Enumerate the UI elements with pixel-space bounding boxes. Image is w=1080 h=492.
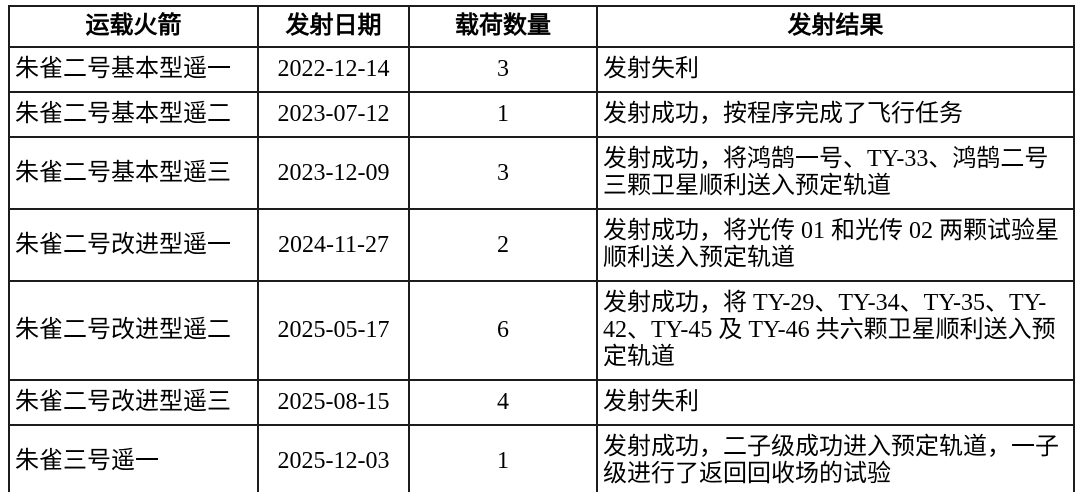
column-header-rocket: 运载火箭 — [8, 5, 259, 48]
table-header-row: 运载火箭 发射日期 载荷数量 发射结果 — [8, 5, 1075, 48]
column-header-result: 发射结果 — [596, 5, 1075, 48]
cell-rocket: 朱雀二号改进型遥三 — [8, 379, 259, 426]
cell-launch-date: 2025-12-03 — [257, 424, 410, 492]
cell-launch-date: 2025-05-17 — [257, 280, 410, 381]
table-row: 朱雀二号基本型遥二 2023-07-12 1 发射成功，按程序完成了飞行任务 — [8, 91, 1075, 138]
cell-payload-count: 2 — [408, 208, 598, 282]
table-body: 朱雀二号基本型遥一 2022-12-14 3 发射失利 朱雀二号基本型遥二 2023-07… — [8, 46, 1075, 492]
cell-launch-date: 2024-11-27 — [257, 208, 410, 282]
launch-record-table: 运载火箭 发射日期 载荷数量 发射结果 朱雀二号基本型遥一 2022-12-14 3… — [8, 5, 1075, 492]
cell-payload-count: 4 — [408, 379, 598, 426]
column-header-date: 发射日期 — [257, 5, 410, 48]
cell-rocket: 朱雀二号基本型遥一 — [8, 46, 259, 93]
table-row: 朱雀二号基本型遥三 2023-12-09 3 发射成功，将鸿鹄一号、TY-33、鸿鹄二… — [8, 136, 1075, 210]
table-row: 朱雀二号改进型遥一 2024-11-27 2 发射成功，将光传 01 和光传 02 两… — [8, 208, 1075, 282]
table-row: 朱雀二号改进型遥二 2025-05-17 6 发射成功，将 TY-29、TY-34、T… — [8, 280, 1075, 381]
cell-payload-count: 1 — [408, 424, 598, 492]
cell-payload-count: 6 — [408, 280, 598, 381]
cell-launch-result: 发射成功，二子级成功进入预定轨道，一子级进行了返回回收场的试验 — [596, 424, 1075, 492]
table-row: 朱雀三号遥一 2025-12-03 1 发射成功，二子级成功进入预定轨道，一子级进行了… — [8, 424, 1075, 492]
cell-rocket: 朱雀二号基本型遥三 — [8, 136, 259, 210]
cell-launch-result: 发射成功，将光传 01 和光传 02 两颗试验星顺利送入预定轨道 — [596, 208, 1075, 282]
cell-launch-date: 2023-12-09 — [257, 136, 410, 210]
table-row: 朱雀二号基本型遥一 2022-12-14 3 发射失利 — [8, 46, 1075, 93]
table-row: 朱雀二号改进型遥三 2025-08-15 4 发射失利 — [8, 379, 1075, 426]
cell-payload-count: 3 — [408, 46, 598, 93]
cell-launch-date: 2022-12-14 — [257, 46, 410, 93]
cell-launch-result: 发射成功，将 TY-29、TY-34、TY-35、TY-42、TY-45 及 T… — [596, 280, 1075, 381]
cell-launch-result: 发射失利 — [596, 379, 1075, 426]
cell-launch-date: 2023-07-12 — [257, 91, 410, 138]
cell-launch-result: 发射成功，将鸿鹄一号、TY-33、鸿鹄二号三颗卫星顺利送入预定轨道 — [596, 136, 1075, 210]
cell-rocket: 朱雀三号遥一 — [8, 424, 259, 492]
cell-launch-date: 2025-08-15 — [257, 379, 410, 426]
cell-payload-count: 1 — [408, 91, 598, 138]
cell-rocket: 朱雀二号改进型遥二 — [8, 280, 259, 381]
cell-rocket: 朱雀二号基本型遥二 — [8, 91, 259, 138]
cell-rocket: 朱雀二号改进型遥一 — [8, 208, 259, 282]
cell-launch-result: 发射成功，按程序完成了飞行任务 — [596, 91, 1075, 138]
cell-launch-result: 发射失利 — [596, 46, 1075, 93]
column-header-payload-count: 载荷数量 — [408, 5, 598, 48]
cell-payload-count: 3 — [408, 136, 598, 210]
